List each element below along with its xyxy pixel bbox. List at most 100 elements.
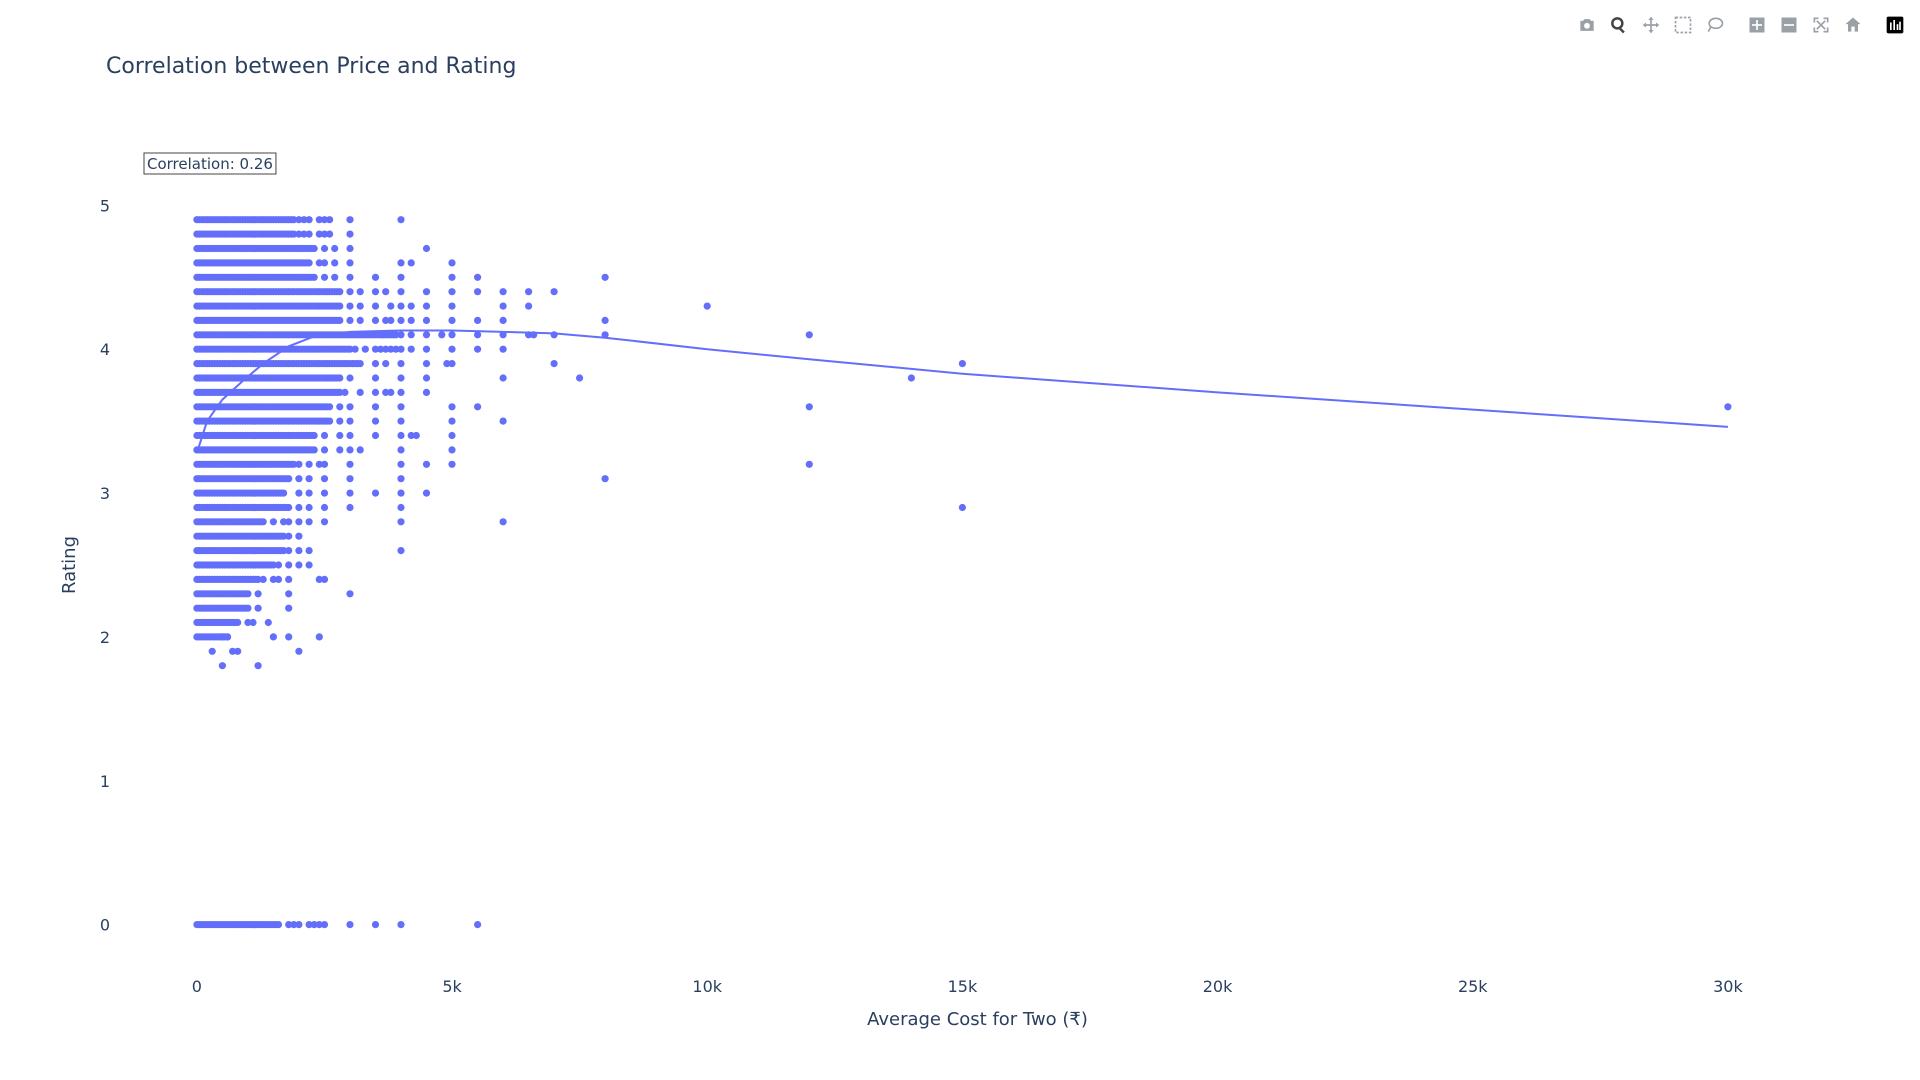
data-point[interactable] [346, 216, 354, 224]
data-point[interactable] [397, 288, 405, 296]
data-point[interactable] [305, 518, 313, 526]
data-point[interactable] [422, 288, 431, 296]
data-point[interactable] [387, 316, 395, 324]
data-point[interactable] [254, 662, 262, 670]
data-point[interactable] [254, 604, 262, 612]
data-point[interactable] [336, 446, 344, 454]
data-point[interactable] [295, 921, 303, 929]
data-point[interactable] [315, 460, 323, 468]
data-point[interactable] [601, 273, 609, 281]
data-point[interactable] [407, 302, 415, 310]
data-point[interactable] [223, 633, 232, 641]
data-point[interactable] [295, 547, 303, 555]
data-point[interactable] [448, 331, 456, 339]
data-point[interactable] [407, 331, 415, 339]
data-point[interactable] [295, 230, 303, 238]
data-point[interactable] [448, 446, 456, 454]
data-point[interactable] [285, 921, 293, 929]
data-point[interactable] [320, 216, 329, 224]
data-point[interactable] [371, 388, 380, 396]
data-point[interactable] [336, 403, 344, 411]
data-point[interactable] [601, 475, 609, 483]
data-point[interactable] [259, 518, 267, 526]
data-point[interactable] [907, 374, 916, 382]
data-point[interactable] [346, 374, 354, 382]
data-point[interactable] [320, 518, 329, 526]
data-point[interactable] [295, 216, 303, 224]
camera-icon[interactable] [1574, 12, 1600, 38]
data-point[interactable] [229, 647, 237, 655]
data-point[interactable] [448, 273, 456, 281]
data-point[interactable] [346, 316, 354, 324]
data-point[interactable] [254, 575, 262, 584]
data-point[interactable] [346, 489, 354, 497]
data-point[interactable] [218, 662, 226, 670]
data-point[interactable] [326, 403, 334, 411]
data-point[interactable] [382, 316, 390, 324]
data-point[interactable] [387, 388, 395, 396]
data-point[interactable] [269, 633, 277, 641]
data-point[interactable] [382, 345, 390, 353]
data-point[interactable] [274, 575, 283, 584]
data-point[interactable] [300, 216, 308, 224]
data-point[interactable] [305, 921, 313, 929]
data-point[interactable] [290, 921, 298, 929]
data-point[interactable] [315, 575, 323, 584]
data-point[interactable] [274, 561, 283, 569]
reset-axes-icon[interactable] [1840, 12, 1866, 38]
data-point[interactable] [310, 431, 318, 440]
data-point[interactable] [422, 388, 431, 396]
autoscale-icon[interactable] [1808, 12, 1834, 38]
data-point[interactable] [336, 431, 344, 440]
data-point[interactable] [371, 489, 380, 497]
data-point[interactable] [371, 288, 380, 296]
data-point[interactable] [525, 302, 533, 310]
data-point[interactable] [336, 388, 344, 396]
data-point[interactable] [259, 575, 267, 584]
data-point[interactable] [550, 331, 558, 339]
data-point[interactable] [397, 360, 405, 368]
data-point[interactable] [499, 316, 507, 324]
data-point[interactable] [326, 216, 334, 224]
data-point[interactable] [397, 403, 405, 411]
data-point[interactable] [377, 345, 385, 353]
data-point[interactable] [295, 518, 303, 526]
data-point[interactable] [305, 460, 313, 468]
data-point[interactable] [703, 302, 711, 310]
scatter-points[interactable] [193, 216, 1732, 929]
data-point[interactable] [525, 288, 533, 296]
data-point[interactable] [601, 316, 609, 324]
data-point[interactable] [448, 345, 456, 353]
data-point[interactable] [397, 316, 405, 324]
data-point[interactable] [285, 590, 293, 598]
data-point[interactable] [397, 475, 405, 483]
data-point[interactable] [280, 532, 288, 540]
data-point[interactable] [422, 302, 431, 310]
data-point[interactable] [336, 302, 344, 310]
data-point[interactable] [269, 575, 277, 584]
data-point[interactable] [346, 417, 354, 425]
data-point[interactable] [310, 244, 318, 253]
data-point[interactable] [320, 230, 329, 238]
data-point[interactable] [305, 561, 313, 569]
data-point[interactable] [499, 518, 507, 526]
data-point[interactable] [315, 230, 323, 238]
data-point[interactable] [310, 273, 318, 281]
data-point[interactable] [336, 374, 344, 382]
data-point[interactable] [315, 633, 323, 641]
trend-line[interactable] [195, 329, 1728, 454]
data-point[interactable] [397, 374, 405, 382]
data-point[interactable] [346, 503, 354, 512]
data-point[interactable] [448, 460, 456, 468]
data-point[interactable] [244, 590, 252, 598]
data-point[interactable] [300, 230, 308, 238]
data-point[interactable] [320, 575, 329, 584]
data-point[interactable] [387, 302, 395, 310]
data-point[interactable] [361, 345, 369, 353]
box-select-icon[interactable] [1670, 12, 1696, 38]
data-point[interactable] [320, 259, 329, 267]
data-point[interactable] [397, 216, 405, 224]
data-point[interactable] [397, 518, 405, 526]
data-point[interactable] [371, 417, 380, 425]
data-point[interactable] [346, 230, 354, 238]
